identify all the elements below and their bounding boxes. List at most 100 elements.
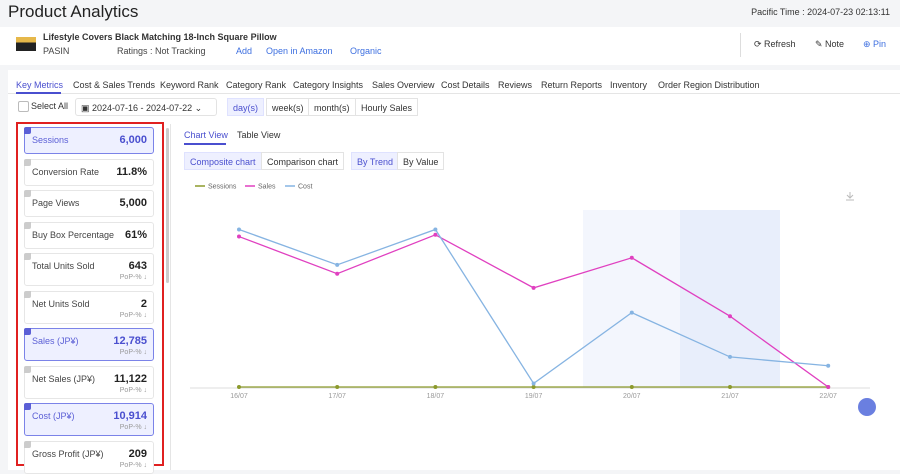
- organic-link[interactable]: Organic: [350, 46, 382, 56]
- x-tick-label: 17/07: [328, 393, 346, 400]
- metric-name: Sales (JP¥): [32, 336, 79, 346]
- divider: [740, 33, 741, 57]
- metric-name: Page Views: [32, 198, 80, 208]
- metric-name: Buy Box Percentage: [32, 229, 115, 240]
- ratings: Ratings : Not Tracking: [117, 46, 206, 56]
- point: [728, 354, 732, 359]
- point: [826, 385, 831, 389]
- pin-button[interactable]: ⊕ Pin: [863, 39, 887, 49]
- metric-name: Sessions: [32, 135, 69, 145]
- metric-pop: PoP-% ↓: [119, 386, 147, 394]
- metric-card[interactable]: Buy Box Percentage 61%: [24, 221, 154, 249]
- metric-name: Net Units Sold: [32, 298, 90, 309]
- point: [433, 227, 438, 232]
- checkbox[interactable]: [18, 101, 29, 112]
- view-tab[interactable]: Chart View: [184, 130, 228, 140]
- mode-button[interactable]: Comparison chart: [261, 152, 345, 170]
- metric-pop: PoP-% ↓: [119, 274, 147, 281]
- point: [629, 385, 634, 389]
- metric-card[interactable]: Net Units Sold 2 PoP-% ↓: [24, 290, 154, 324]
- download-icon[interactable]: [846, 192, 854, 201]
- tab[interactable]: Reviews: [498, 80, 533, 90]
- metric-name: Cost (JP¥): [32, 411, 75, 421]
- point: [335, 385, 340, 389]
- check: [24, 403, 31, 410]
- metric-card[interactable]: Gross Profit (JP¥) 209 PoP-% ↓: [24, 440, 154, 474]
- metric-value: 61%: [124, 228, 147, 241]
- metric-card[interactable]: Total Units Sold 643 PoP-% ↓: [24, 253, 154, 286]
- granularity-button[interactable]: month(s): [308, 98, 356, 116]
- x-tick-label: 21/07: [721, 393, 739, 400]
- metric-name: Total Units Sold: [32, 261, 95, 271]
- tab[interactable]: Sales Overview: [372, 80, 435, 90]
- tab[interactable]: Inventory: [610, 80, 648, 90]
- time: Pacific Time : 2024-07-23 02:13:11: [751, 7, 890, 17]
- x-tick-label: 18/07: [427, 393, 445, 400]
- tab[interactable]: Cost & Sales Trends: [73, 80, 156, 90]
- hourly-button[interactable]: Hourly Sales: [355, 98, 419, 116]
- tab[interactable]: Key Metrics: [16, 80, 64, 90]
- tab[interactable]: Keyword Rank: [160, 80, 219, 90]
- metric-value: 11,122: [113, 372, 147, 385]
- point: [531, 285, 536, 290]
- check: [24, 328, 31, 335]
- note-button[interactable]: ✎ Note: [815, 39, 845, 49]
- tab[interactable]: Category Insights: [293, 80, 364, 90]
- metric-pop: PoP-% ↓: [119, 349, 147, 356]
- legend-label: Sales: [258, 184, 276, 191]
- point: [335, 271, 340, 276]
- check: [24, 440, 31, 448]
- open-amazon-link[interactable]: Open in Amazon: [266, 46, 333, 56]
- metric-value: 11.8%: [116, 165, 147, 178]
- select-all[interactable]: Select All: [31, 101, 69, 111]
- note-label: Note: [825, 39, 845, 49]
- assistant-button[interactable]: [858, 398, 876, 416]
- trend-button[interactable]: By Trend: [351, 152, 400, 170]
- metric-pop: PoP-% ↓: [119, 424, 147, 431]
- metric-name: Net Sales (JP¥): [32, 373, 96, 384]
- metric-card[interactable]: Conversion Rate 11.8%: [24, 158, 154, 186]
- metric-value: 2: [140, 297, 147, 310]
- metric-pop: PoP-% ↓: [119, 461, 147, 469]
- product-image: [16, 37, 36, 51]
- granularity-button[interactable]: day(s): [227, 98, 265, 116]
- legend-label: Sessions: [208, 184, 237, 191]
- tab-underline: [16, 92, 61, 94]
- metric-value: 6,000: [119, 134, 147, 146]
- refresh-button[interactable]: ⟳ Refresh: [754, 39, 796, 49]
- add-link[interactable]: Add: [236, 46, 253, 56]
- metric-value: 12,785: [113, 335, 147, 347]
- tab[interactable]: Order Region Distribution: [658, 80, 760, 90]
- pasin: PASIN: [43, 46, 70, 56]
- point: [531, 381, 536, 386]
- granularity-button[interactable]: week(s): [266, 98, 310, 116]
- check: [24, 365, 31, 373]
- scrollbar: [166, 128, 169, 283]
- point: [826, 363, 831, 368]
- check: [24, 127, 31, 134]
- point: [237, 385, 241, 389]
- metric-card[interactable]: Page Views 5,000: [24, 190, 154, 217]
- tab[interactable]: Return Reports: [541, 80, 603, 90]
- check: [24, 253, 31, 260]
- metric-name: Conversion Rate: [32, 166, 100, 177]
- trend-button[interactable]: By Value: [397, 152, 445, 170]
- tab[interactable]: Category Rank: [226, 80, 287, 90]
- point: [237, 227, 241, 232]
- metric-value: 10,914: [113, 410, 147, 422]
- highlight-band: [583, 210, 680, 387]
- metric-card[interactable]: Sessions 6,000: [24, 127, 154, 154]
- point: [728, 385, 732, 389]
- metric-value: 5,000: [119, 197, 147, 209]
- metric-card[interactable]: Net Sales (JP¥) 11,122 PoP-% ↓: [24, 365, 154, 399]
- point: [531, 385, 536, 389]
- active-underline: [184, 143, 226, 145]
- view-tab[interactable]: Table View: [237, 130, 281, 140]
- metric-card[interactable]: Cost (JP¥) 10,914 PoP-% ↓: [24, 403, 154, 436]
- tab[interactable]: Cost Details: [441, 80, 490, 90]
- metric-card[interactable]: Sales (JP¥) 12,785 PoP-% ↓: [24, 328, 154, 361]
- mode-button[interactable]: Composite chart: [184, 152, 262, 170]
- date-range[interactable]: ▣ 2024-07-16 - 2024-07-22 ⌄: [75, 98, 217, 116]
- legend-label: Cost: [298, 184, 312, 191]
